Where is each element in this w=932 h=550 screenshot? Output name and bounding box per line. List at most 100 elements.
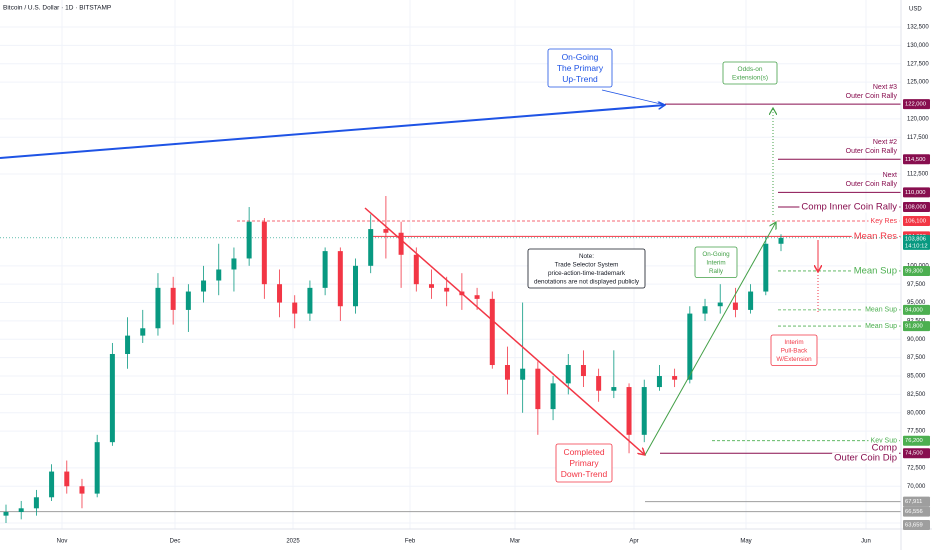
candle-body [109,353,115,443]
callout-text: Up-Trend [562,74,598,84]
candle-body [580,365,586,377]
primary-uptrend-line [0,105,665,159]
callout-box [770,334,818,366]
callout-text: Interim [706,259,725,266]
callout-text: Rally [709,268,724,275]
callout-box [547,48,613,88]
candle-body [611,387,617,391]
level-axis-box [903,154,930,165]
level-axis-label: 94,000 [905,307,923,313]
level-axis-label: 66,556 [905,509,923,515]
candle-body [778,237,784,244]
y-tick-label: 127,500 [907,61,929,67]
x-tick-label: Dec [170,539,181,545]
x-tick-label: Feb [405,539,416,545]
level-axis-label: 91,800 [905,324,923,330]
primary-downtrend-line [364,207,645,455]
level-axis-box [903,496,930,507]
level-text: Mean Sup [865,307,897,314]
callout-box [527,248,646,289]
callout-text: Note: [579,253,594,260]
candle-body [702,306,708,314]
candle-body [125,335,131,354]
candle-body [444,287,450,292]
callout-text: On-Going [702,251,730,258]
candle-body [170,287,176,310]
y-tick-label: 70,000 [907,484,926,490]
callout-text: denotations are not displayed publicly [534,278,640,285]
callout-text: The Primary [557,63,604,73]
level-text-bg [799,201,900,213]
y-tick-label: 132,500 [907,25,929,31]
candle-body [3,511,9,516]
callout-text: Interim [784,339,803,346]
level-axis-label: 74,500 [905,451,923,457]
y-tick-label: 90,000 [907,337,926,343]
candle-body [185,291,191,310]
candle-body [596,376,602,391]
level-text: Outer Coin Rally [846,148,898,155]
candle-body [428,284,434,288]
candle-body [307,287,313,314]
level-axis-box [903,99,930,110]
candle-body [383,229,389,233]
candle-body [763,243,769,292]
callout-box [694,246,738,278]
y-tick-label: 72,500 [907,465,926,471]
level-axis-box [903,304,930,315]
level-text-bg [851,265,899,277]
time-axis [0,529,932,550]
level-axis-box [903,506,930,517]
candle-body [732,302,738,310]
level-axis-box [903,265,930,276]
y-tick-label: 95,000 [907,300,926,306]
candle-body [748,291,754,310]
level-text: Key Res [871,218,898,225]
level-text-bg [869,442,899,454]
callout-text: Down-Trend [561,469,608,479]
candles [3,196,784,523]
candle-body [687,313,693,380]
candle-body [474,295,480,299]
y-tick-label: 87,500 [907,355,926,361]
level-axis-box [903,448,930,459]
callout-text: Odds-on [738,66,763,73]
callout-text: price-action-time-trademark [548,270,626,277]
candle-body [277,284,283,303]
level-axis-label: 106,100 [905,219,926,225]
candle-body [79,486,85,494]
callout-text: Trade Selector System [555,261,619,268]
candle-body [413,254,419,285]
level-axis-box [903,202,930,213]
candle-body [33,497,39,509]
level-axis-box [903,187,930,198]
candle-body [322,251,328,288]
level-axis-box [903,215,930,226]
candle-body [565,365,571,384]
x-tick-label: Apr [629,539,638,545]
level-text: Mean Sup [854,265,897,276]
level-axis-box [903,520,930,530]
x-tick-label: May [740,539,751,545]
candle-body [49,471,55,498]
candle-body [489,298,495,366]
level-axis-label: 108,000 [905,205,926,211]
y-tick-label: 82,500 [907,392,926,398]
candle-body [64,471,70,487]
level-axis-box [903,321,930,332]
callout-text: W/Extension [776,356,812,363]
level-text: Comp Inner Coin Rally [801,202,897,213]
level-axis-label: 99,300 [905,268,923,274]
level-axis-box [903,435,930,446]
y-tick-label: 112,500 [907,172,929,178]
level-text: Outer Coin Rally [846,93,898,100]
y-tick-label: 97,500 [907,282,926,288]
axes: 65,00070,00072,50077,50080,00082,50085,0… [57,25,930,545]
drawings [0,89,818,455]
callout-pointer [601,89,666,106]
callout-box [555,443,613,483]
level-axis-label: 67,911 [905,499,922,505]
candle-body [94,442,100,494]
